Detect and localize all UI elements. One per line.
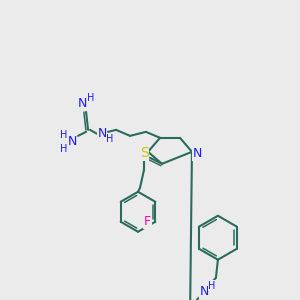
Text: H: H (87, 93, 95, 103)
Text: H: H (106, 134, 114, 144)
Text: S: S (140, 146, 148, 160)
Text: N: N (77, 98, 87, 110)
Text: N: N (199, 285, 208, 298)
Text: H: H (208, 281, 216, 291)
Text: N: N (98, 127, 107, 140)
Text: F: F (144, 215, 151, 228)
Text: N: N (68, 135, 77, 148)
Text: H: H (60, 144, 68, 154)
Text: H: H (60, 130, 68, 140)
Text: N: N (138, 147, 148, 160)
Text: N: N (192, 147, 202, 160)
